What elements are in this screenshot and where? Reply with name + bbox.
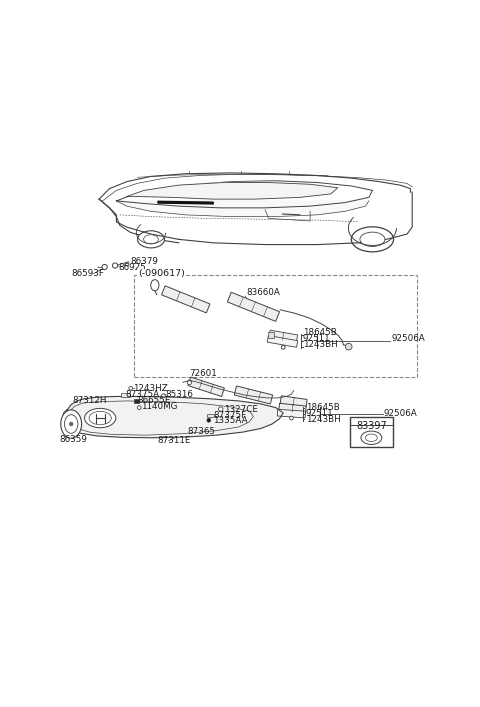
Text: 18645B: 18645B xyxy=(303,329,336,337)
Circle shape xyxy=(207,419,211,422)
Text: 1335AA: 1335AA xyxy=(213,416,248,425)
Text: 92506A: 92506A xyxy=(384,409,418,418)
Text: 86655E: 86655E xyxy=(137,397,170,405)
Polygon shape xyxy=(280,396,307,407)
Text: 87375F: 87375F xyxy=(213,411,246,419)
Circle shape xyxy=(70,423,72,426)
Text: 87375A: 87375A xyxy=(125,390,159,399)
Polygon shape xyxy=(188,377,224,397)
Circle shape xyxy=(345,344,352,350)
Ellipse shape xyxy=(361,431,382,445)
Text: 18645B: 18645B xyxy=(306,404,340,412)
Polygon shape xyxy=(279,403,306,414)
Text: (-090617): (-090617) xyxy=(138,269,185,278)
Polygon shape xyxy=(267,336,298,347)
Circle shape xyxy=(137,406,141,409)
Text: 92511: 92511 xyxy=(306,409,334,418)
Ellipse shape xyxy=(365,434,377,441)
Ellipse shape xyxy=(89,411,111,425)
Text: 86359: 86359 xyxy=(60,435,88,444)
Text: 87311E: 87311E xyxy=(157,436,191,445)
Text: 86379: 86379 xyxy=(130,257,158,266)
Polygon shape xyxy=(161,286,210,313)
Text: 1327CE: 1327CE xyxy=(224,404,258,414)
Text: 1243HZ: 1243HZ xyxy=(133,384,168,393)
Circle shape xyxy=(218,407,223,411)
Circle shape xyxy=(289,416,293,420)
Bar xyxy=(350,417,393,447)
Text: 72601: 72601 xyxy=(190,369,217,378)
Bar xyxy=(133,399,139,403)
Ellipse shape xyxy=(360,232,385,247)
Ellipse shape xyxy=(144,235,158,244)
Ellipse shape xyxy=(138,230,165,248)
Text: 1140MG: 1140MG xyxy=(141,402,178,411)
Polygon shape xyxy=(116,201,369,216)
Circle shape xyxy=(125,262,129,266)
Text: 92511: 92511 xyxy=(303,334,331,343)
Ellipse shape xyxy=(84,409,116,428)
Circle shape xyxy=(102,264,107,269)
Polygon shape xyxy=(269,330,298,342)
Text: 86925: 86925 xyxy=(119,263,146,272)
Text: 87312H: 87312H xyxy=(72,397,107,405)
Polygon shape xyxy=(158,201,213,204)
Text: 83397: 83397 xyxy=(356,421,387,431)
Ellipse shape xyxy=(64,415,78,433)
Circle shape xyxy=(187,380,192,385)
Polygon shape xyxy=(116,181,372,208)
Circle shape xyxy=(162,394,165,397)
Ellipse shape xyxy=(61,410,82,438)
Text: 86593F: 86593F xyxy=(71,269,104,279)
Text: 83660A: 83660A xyxy=(246,288,280,297)
Bar xyxy=(207,414,214,417)
Polygon shape xyxy=(277,409,306,418)
Bar xyxy=(134,275,417,378)
Text: 1243BH: 1243BH xyxy=(306,415,341,423)
Circle shape xyxy=(112,263,118,268)
Text: 1243BH: 1243BH xyxy=(303,339,337,349)
Text: 92506A: 92506A xyxy=(391,334,425,343)
Ellipse shape xyxy=(351,227,394,252)
Polygon shape xyxy=(228,292,279,322)
Bar xyxy=(267,332,274,339)
Bar xyxy=(121,393,130,397)
Text: 87365: 87365 xyxy=(187,427,215,436)
Polygon shape xyxy=(65,397,283,438)
Text: 85316: 85316 xyxy=(165,390,193,399)
Polygon shape xyxy=(127,182,338,199)
Polygon shape xyxy=(234,386,273,404)
Circle shape xyxy=(281,346,285,349)
Circle shape xyxy=(129,387,132,390)
